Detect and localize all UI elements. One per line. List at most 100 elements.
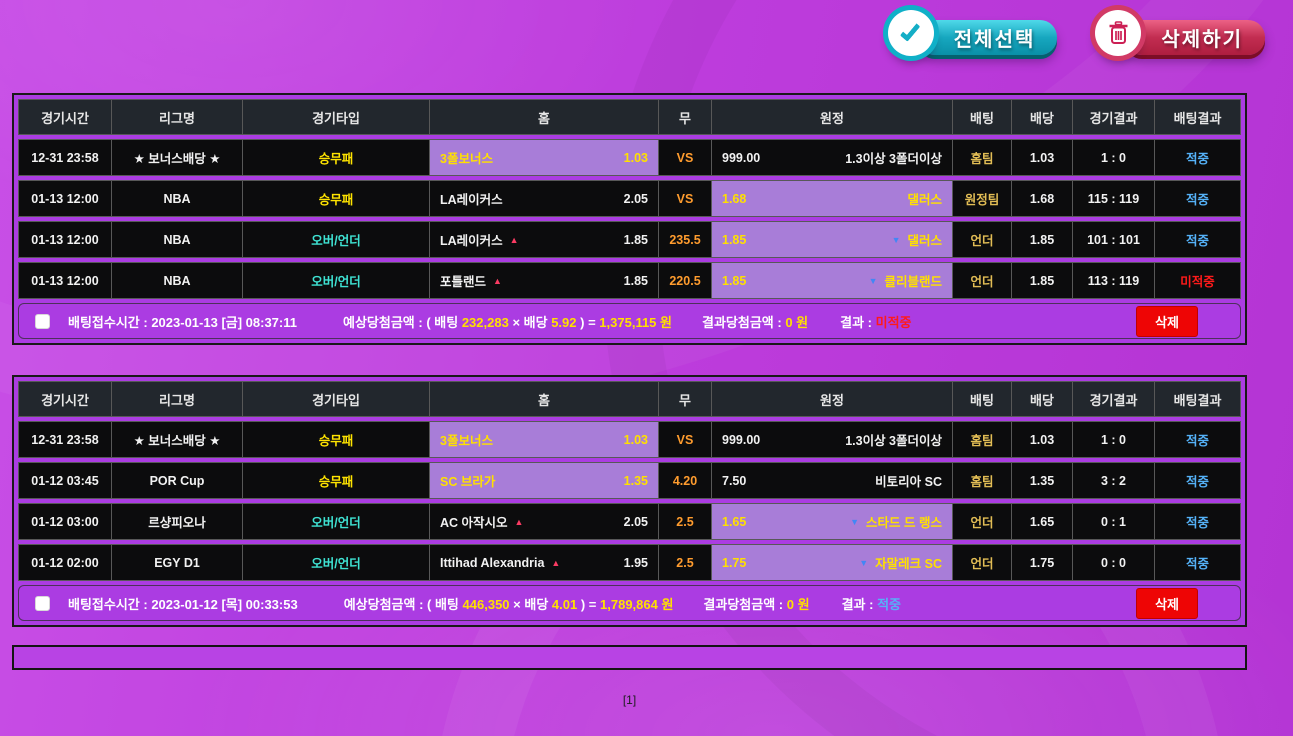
- game-time: 01-13 12:00: [19, 222, 111, 257]
- column-header: 경기타입: [243, 382, 429, 416]
- bet-pick: 원정팀: [953, 181, 1011, 216]
- draw-cell: 4.20: [659, 463, 711, 498]
- home-team-name: AC 아작시오: [440, 516, 508, 530]
- home-cell: 3폴보너스 1.03: [430, 140, 658, 175]
- expected-winnings: 예상당첨금액 : ( 배팅 446,350 × 배당 4.01 ) = 1,78…: [343, 596, 674, 612]
- home-cell: LA레이커스 ▲ 1.85: [430, 222, 658, 257]
- delete-all-label: 삭제하기: [1161, 29, 1243, 51]
- final-result: 결과 : 적중: [841, 596, 901, 612]
- arrow-down-icon: ▼: [868, 275, 878, 286]
- column-header: 리그명: [112, 100, 242, 134]
- draw-cell: VS: [659, 140, 711, 175]
- slip-checkbox[interactable]: [35, 595, 50, 611]
- column-header: 배팅결과: [1155, 382, 1240, 416]
- delete-all-button[interactable]: 삭제하기: [1095, 10, 1265, 56]
- game-score: 115 : 119: [1073, 181, 1154, 216]
- column-header: 원정: [712, 382, 952, 416]
- toolbar: 전체선택 삭제하기: [887, 10, 1265, 56]
- table-row: 01-13 12:00 NBA 승무패 LA레이커스 2.05 VS 1.68 …: [18, 180, 1241, 217]
- away-team-name: 1.3이상 3폴더이상: [845, 152, 942, 166]
- table-row: 01-13 12:00 NBA 오버/언더 포틀랜드 ▲ 1.85 220.5 1…: [18, 262, 1241, 299]
- home-team-name: SC 브라가: [440, 475, 496, 489]
- column-header: 리그명: [112, 382, 242, 416]
- home-odds: 1.85: [623, 232, 648, 247]
- game-score: 0 : 1: [1073, 504, 1154, 539]
- home-cell: 3폴보너스 1.03: [430, 422, 658, 457]
- column-header: 경기시간: [19, 382, 111, 416]
- away-team-name: 스타드 드 랭스: [866, 516, 942, 530]
- bet-pick: 언더: [953, 222, 1011, 257]
- bet-odds: 1.03: [1012, 140, 1072, 175]
- bet-odds: 1.68: [1012, 181, 1072, 216]
- away-cell: 7.50 비토리아 SC: [712, 463, 952, 498]
- game-type: 오버/언더: [243, 263, 429, 298]
- select-all-button[interactable]: 전체선택: [887, 10, 1058, 56]
- away-odds: 1.75: [722, 555, 747, 570]
- game-time: 01-12 03:45: [19, 463, 111, 498]
- receipt-time: 배팅접수시간 : 2023-01-13 [금] 08:37:11: [68, 314, 297, 330]
- league-name: EGY D1: [112, 545, 242, 580]
- bet-pick: 언더: [953, 263, 1011, 298]
- arrow-down-icon: ▼: [850, 516, 860, 527]
- column-header: 배팅: [953, 382, 1011, 416]
- away-odds: 1.85: [722, 273, 747, 288]
- home-odds: 1.95: [623, 555, 648, 570]
- away-odds: 999.00: [722, 432, 761, 447]
- table-header: 경기시간 리그명 경기타입 홈 무 원정 배팅 배당 경기결과 배팅결과: [18, 381, 1241, 417]
- away-odds: 999.00: [722, 150, 761, 165]
- league-name: NBA: [112, 181, 242, 216]
- away-team-name: 비토리아 SC: [875, 475, 942, 489]
- league-name: ★ 보너스배당 ★: [112, 140, 242, 175]
- game-time: 01-13 12:00: [19, 263, 111, 298]
- draw-cell: 220.5: [659, 263, 711, 298]
- table-header: 경기시간 리그명 경기타입 홈 무 원정 배팅 배당 경기결과 배팅결과: [18, 99, 1241, 135]
- expected-winnings: 예상당첨금액 : ( 배팅 232,283 × 배당 5.92 ) = 1,37…: [343, 314, 672, 330]
- column-header: 배당: [1012, 100, 1072, 134]
- check-badge: [887, 10, 934, 56]
- bet-pick: 홈팀: [953, 422, 1011, 457]
- game-time: 12-31 23:58: [19, 140, 111, 175]
- arrow-up-icon: ▲: [509, 234, 519, 245]
- bet-slip: 경기시간 리그명 경기타입 홈 무 원정 배팅 배당 경기결과 배팅결과 12-31 23:58 …: [12, 93, 1247, 345]
- column-header: 무: [659, 382, 711, 416]
- home-team-name: LA레이커스: [440, 193, 503, 207]
- away-cell: 1.68 댈러스: [712, 181, 952, 216]
- game-type: 승무패: [243, 140, 429, 175]
- home-team-name: Ittihad Alexandria: [440, 555, 545, 570]
- bet-pick: 홈팀: [953, 140, 1011, 175]
- delete-slip-button[interactable]: 삭제: [1136, 587, 1198, 619]
- draw-cell: 2.5: [659, 504, 711, 539]
- result-amount: 결과당첨금액 : 0 원: [703, 596, 810, 612]
- bet-result: 적중: [1155, 422, 1240, 457]
- game-score: 101 : 101: [1073, 222, 1154, 257]
- page-link[interactable]: [1]: [622, 693, 637, 707]
- bet-odds: 1.03: [1012, 422, 1072, 457]
- trash-badge: [1095, 10, 1142, 56]
- table-body: 12-31 23:58 ★ 보너스배당 ★ 승무패 3폴보너스 1.03 VS …: [18, 421, 1241, 581]
- game-score: 1 : 0: [1073, 422, 1154, 457]
- away-team-name: 클리블랜드: [884, 275, 942, 289]
- bet-odds: 1.35: [1012, 463, 1072, 498]
- away-cell: 1.85 ▼ 클리블랜드: [712, 263, 952, 298]
- column-header: 원정: [712, 100, 952, 134]
- away-team-name: 댈러스: [907, 193, 942, 207]
- column-header: 무: [659, 100, 711, 134]
- bet-result: 적중: [1155, 504, 1240, 539]
- home-cell: SC 브라가 1.35: [430, 463, 658, 498]
- table-body: 12-31 23:58 ★ 보너스배당 ★ 승무패 3폴보너스 1.03 VS …: [18, 139, 1241, 299]
- column-header: 경기결과: [1073, 100, 1154, 134]
- table-row: 01-12 02:00 EGY D1 오버/언더 Ittihad Alexand…: [18, 544, 1241, 581]
- arrow-up-icon: ▲: [514, 516, 524, 527]
- delete-slip-button[interactable]: 삭제: [1136, 305, 1198, 337]
- league-name: 르샹피오나: [112, 504, 242, 539]
- trash-icon: [1109, 21, 1128, 44]
- column-header: 홈: [430, 100, 658, 134]
- column-header: 경기결과: [1073, 382, 1154, 416]
- slip-checkbox[interactable]: [35, 313, 50, 329]
- away-odds: 1.68: [722, 191, 747, 206]
- away-cell: 1.75 ▼ 자말레크 SC: [712, 545, 952, 580]
- bet-result: 적중: [1155, 140, 1240, 175]
- game-time: 12-31 23:58: [19, 422, 111, 457]
- column-header: 경기시간: [19, 100, 111, 134]
- bet-result: 미적중: [1155, 263, 1240, 298]
